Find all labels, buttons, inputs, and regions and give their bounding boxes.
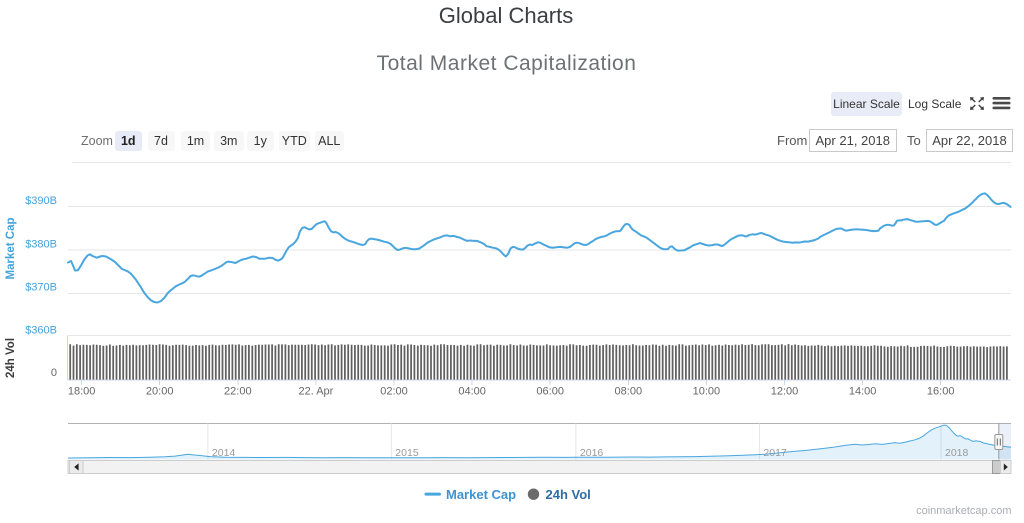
svg-text:24h Vol: 24h Vol — [5, 338, 17, 378]
svg-text:$390B: $390B — [25, 195, 57, 207]
svg-text:2015: 2015 — [395, 447, 419, 459]
svg-text:10:00: 10:00 — [693, 386, 721, 398]
svg-text:16:00: 16:00 — [927, 386, 955, 398]
svg-text:$360B: $360B — [25, 325, 57, 337]
svg-text:2016: 2016 — [580, 447, 604, 459]
svg-text:2014: 2014 — [212, 447, 236, 459]
svg-text:Market Cap: Market Cap — [446, 487, 516, 502]
svg-text:08:00: 08:00 — [615, 386, 643, 398]
svg-text:06:00: 06:00 — [536, 386, 564, 398]
svg-text:Market Cap: Market Cap — [5, 218, 17, 280]
svg-text:24h Vol: 24h Vol — [546, 487, 591, 502]
svg-text:22:00: 22:00 — [224, 386, 252, 398]
svg-text:04:00: 04:00 — [458, 386, 486, 398]
svg-text:coinmarketcap.com: coinmarketcap.com — [916, 505, 1011, 517]
svg-text:18:00: 18:00 — [68, 386, 96, 398]
svg-text:02:00: 02:00 — [380, 386, 408, 398]
svg-text:2018: 2018 — [945, 447, 969, 459]
svg-text:0: 0 — [51, 367, 57, 379]
svg-text:12:00: 12:00 — [771, 386, 799, 398]
svg-text:14:00: 14:00 — [849, 386, 877, 398]
svg-text:22. Apr: 22. Apr — [298, 386, 333, 398]
svg-text:$370B: $370B — [25, 282, 57, 294]
svg-text:2017: 2017 — [763, 447, 787, 459]
svg-text:20:00: 20:00 — [146, 386, 174, 398]
svg-text:$380B: $380B — [25, 238, 57, 250]
